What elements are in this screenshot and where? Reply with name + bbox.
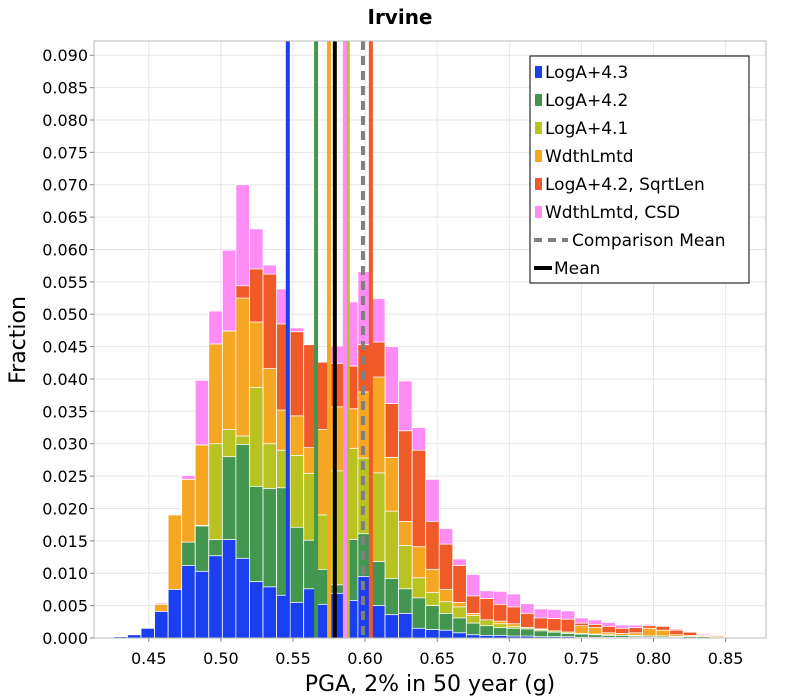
series-0 (113, 539, 684, 639)
x-tick-label: 0.45 (131, 649, 167, 668)
bar (221, 539, 237, 639)
legend-label: LogA+4.2 (545, 91, 628, 111)
y-tick-label: 0.035 (42, 402, 88, 421)
legend-item: LogA+4.1 (535, 119, 628, 139)
y-tick-label: 0.030 (42, 435, 88, 454)
bars (113, 184, 765, 639)
y-tick-label: 0.040 (42, 370, 88, 389)
bar (330, 592, 345, 639)
bar (452, 632, 467, 639)
y-tick-label: 0.025 (42, 467, 88, 486)
y-tick-label: 0.055 (42, 273, 88, 292)
legend-label: WdthLmtd (545, 147, 634, 167)
bar (249, 581, 264, 639)
legend-swatch (535, 122, 542, 134)
legend-label: LogA+4.3 (545, 63, 628, 83)
legend-item: LogA+4.2, SqrtLen (535, 175, 705, 195)
legend-label: WdthLmtd, CSD (545, 203, 680, 223)
bar (438, 629, 454, 639)
bar (181, 565, 196, 639)
y-tick-label: 0.005 (42, 597, 88, 616)
y-axis-title: Fraction (6, 296, 31, 384)
legend-item: LogA+4.3 (535, 63, 628, 83)
plot-frame (93, 40, 767, 639)
y-tick-label: 0.070 (42, 176, 88, 195)
legend-swatch (535, 94, 542, 106)
x-tick-label: 0.85 (708, 649, 744, 668)
legend-item: Comparison Mean (534, 231, 726, 251)
bar (384, 614, 399, 639)
bar (208, 555, 223, 639)
bar (167, 589, 183, 639)
legend-item: Mean (534, 259, 600, 279)
mean-lines (285, 41, 373, 638)
x-axis-ticks: 0.45 0.50 0.55 0.60 0.65 0.70 0.75 0.80 0.85 (131, 638, 743, 668)
y-tick-label: 0.060 (42, 240, 88, 259)
y-tick-label: 0.000 (42, 629, 88, 648)
legend-label: Mean (554, 259, 600, 279)
bar (371, 605, 386, 639)
bar (289, 601, 305, 639)
legend-label: LogA+4.2, SqrtLen (545, 175, 705, 195)
x-tick-label: 0.80 (636, 649, 672, 668)
y-tick-label: 0.045 (42, 338, 88, 357)
bar (262, 586, 277, 639)
legend-box (529, 55, 750, 284)
bar (235, 557, 250, 639)
bar (154, 611, 169, 639)
x-tick-label: 0.60 (347, 649, 383, 668)
y-axis-ticks: 0.000 0.005 0.010 0.015 0.020 0.025 0.030 0.035… (42, 46, 94, 648)
x-tick-label: 0.70 (492, 649, 528, 668)
x-axis-title: PGA, 2% in 50 year (g) (305, 672, 556, 697)
legend-swatch (535, 66, 542, 78)
y-tick-label: 0.050 (42, 305, 88, 324)
bar (140, 627, 155, 639)
bar (411, 627, 427, 639)
legend-label: LogA+4.1 (545, 119, 628, 139)
bar (194, 570, 210, 639)
y-tick-label: 0.080 (42, 111, 88, 130)
y-tick-label: 0.065 (42, 208, 88, 227)
x-tick-label: 0.75 (564, 649, 600, 668)
x-tick-label: 0.50 (203, 649, 239, 668)
chart-title: Irvine (368, 5, 433, 29)
legend-item: WdthLmtd, CSD (535, 203, 680, 223)
y-tick-label: 0.020 (42, 499, 88, 518)
legend-label: Comparison Mean (572, 231, 726, 251)
legend-item: LogA+4.2 (535, 91, 628, 111)
bar (425, 629, 440, 639)
y-tick-label: 0.090 (42, 46, 88, 65)
y-tick-label: 0.015 (42, 532, 88, 551)
x-tick-label: 0.55 (275, 649, 311, 668)
y-tick-label: 0.010 (42, 564, 88, 583)
bar (398, 612, 413, 639)
y-tick-label: 0.085 (42, 79, 88, 98)
x-tick-label: 0.65 (419, 649, 455, 668)
legend: LogA+4.3 LogA+4.2 LogA+4.1 WdthLmtd LogA+4.2… (529, 55, 750, 284)
legend-swatch (535, 178, 542, 190)
y-tick-label: 0.075 (42, 143, 88, 162)
legend-swatch (535, 150, 542, 162)
legend-swatch (535, 206, 542, 218)
legend-item: WdthLmtd (535, 147, 634, 167)
